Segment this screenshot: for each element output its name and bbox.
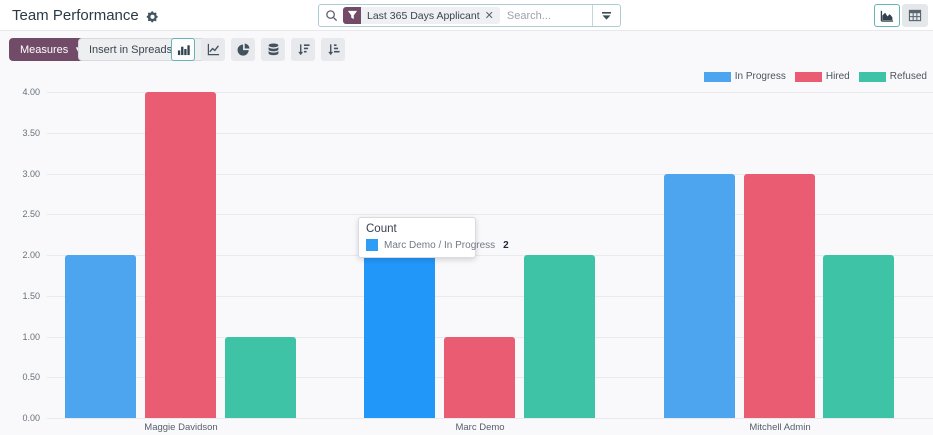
bar-in-progress-maggie-davidson[interactable]	[65, 255, 136, 418]
bar-chart-icon	[177, 43, 190, 56]
legend-swatch	[794, 71, 822, 82]
pivot-view-button[interactable]	[902, 4, 928, 27]
legend-label: Refused	[889, 71, 927, 82]
bar-in-progress-marc-demo[interactable]	[364, 255, 435, 418]
facet-close-icon[interactable]: ✕	[484, 10, 494, 22]
y-axis-tick-label: 2.50	[22, 209, 40, 220]
legend-label: In Progress	[734, 71, 786, 82]
pie-chart-button[interactable]	[231, 38, 255, 61]
facet-label: Last 365 Days Applicant	[367, 9, 480, 22]
insert-label: Insert in Spreadsheet	[89, 43, 194, 56]
y-axis-tick-label: 2.00	[22, 250, 40, 260]
bar-hired-marc-demo[interactable]	[444, 336, 515, 418]
chart-tooltip: Count Marc Demo / In Progress 2	[358, 217, 509, 258]
pivot-view-icon	[908, 9, 922, 22]
gridline	[47, 295, 933, 297]
sort-descending-button[interactable]	[291, 38, 315, 61]
legend-item-hired[interactable]: Hired	[794, 71, 850, 82]
legend-item-refused[interactable]: Refused	[858, 71, 927, 82]
bar-chart-button[interactable]	[171, 38, 195, 61]
gear-icon[interactable]	[146, 10, 159, 23]
search-bar[interactable]: Last 365 Days Applicant ✕	[318, 4, 621, 27]
graph-view-button[interactable]	[874, 4, 900, 27]
facet-body: Last 365 Days Applicant ✕	[361, 7, 500, 24]
stacked-icon	[267, 43, 280, 56]
gridline	[47, 173, 933, 175]
line-chart-button[interactable]	[201, 38, 225, 61]
gridline	[47, 132, 933, 134]
stacked-button[interactable]	[261, 38, 285, 61]
search-input[interactable]	[499, 5, 592, 26]
y-axis-tick-label: 3.50	[22, 127, 40, 138]
measures-label: Measures	[20, 43, 69, 56]
y-axis-tick-label: 1.50	[22, 290, 40, 301]
page-title-text: Team Performance	[12, 7, 139, 24]
gridline	[47, 214, 933, 216]
tooltip-value: 2	[503, 239, 509, 251]
tooltip-swatch	[366, 239, 378, 251]
tooltip-label: Marc Demo / In Progress	[384, 239, 496, 251]
legend-item-in-progress[interactable]: In Progress	[703, 71, 786, 82]
gridline	[47, 418, 933, 419]
view-switcher	[874, 4, 928, 27]
tooltip-row: Marc Demo / In Progress 2	[366, 239, 509, 251]
search-icon	[325, 9, 338, 22]
area-chart-view-icon	[880, 9, 894, 22]
filter-funnel-icon	[343, 7, 361, 24]
search-facet[interactable]: Last 365 Days Applicant ✕	[343, 7, 500, 24]
bar-refused-mitchell-admin[interactable]	[823, 255, 894, 418]
gridline	[47, 255, 933, 256]
bar-refused-marc-demo[interactable]	[524, 255, 595, 418]
x-axis-label: Mitchell Admin	[749, 422, 811, 433]
y-axis-tick-label: 0.50	[22, 372, 40, 383]
search-dropdown-caret-icon[interactable]	[592, 5, 620, 26]
y-axis-tick-label: 1.00	[22, 331, 40, 342]
y-axis-tick-label: 4.00	[22, 87, 40, 97]
sort-ascending-button[interactable]	[321, 38, 345, 61]
search-main: Last 365 Days Applicant ✕	[319, 5, 592, 26]
sort-ascending-icon	[327, 43, 340, 56]
pie-chart-icon	[237, 43, 250, 56]
bar-hired-maggie-davidson[interactable]	[145, 92, 216, 418]
x-axis-label: Marc Demo	[455, 422, 505, 433]
legend-swatch	[858, 71, 886, 82]
legend-label: Hired	[825, 71, 850, 82]
bar-refused-maggie-davidson[interactable]	[225, 336, 296, 418]
y-axis-tick-label: 3.00	[22, 168, 40, 179]
bar-hired-mitchell-admin[interactable]	[744, 173, 815, 418]
sort-descending-icon	[297, 43, 310, 56]
legend-swatch	[703, 71, 731, 82]
x-axis-label: Maggie Davidson	[144, 422, 218, 433]
line-chart-icon	[207, 43, 220, 56]
page-title: Team Performance	[12, 7, 159, 24]
gridline	[47, 92, 933, 93]
tooltip-title: Count	[366, 223, 397, 235]
chart-controls	[171, 38, 345, 61]
bar-in-progress-mitchell-admin[interactable]	[664, 173, 735, 418]
chart-legend: In Progress Hired Refused	[703, 71, 927, 82]
y-axis-tick-label: 0.00	[22, 413, 40, 423]
